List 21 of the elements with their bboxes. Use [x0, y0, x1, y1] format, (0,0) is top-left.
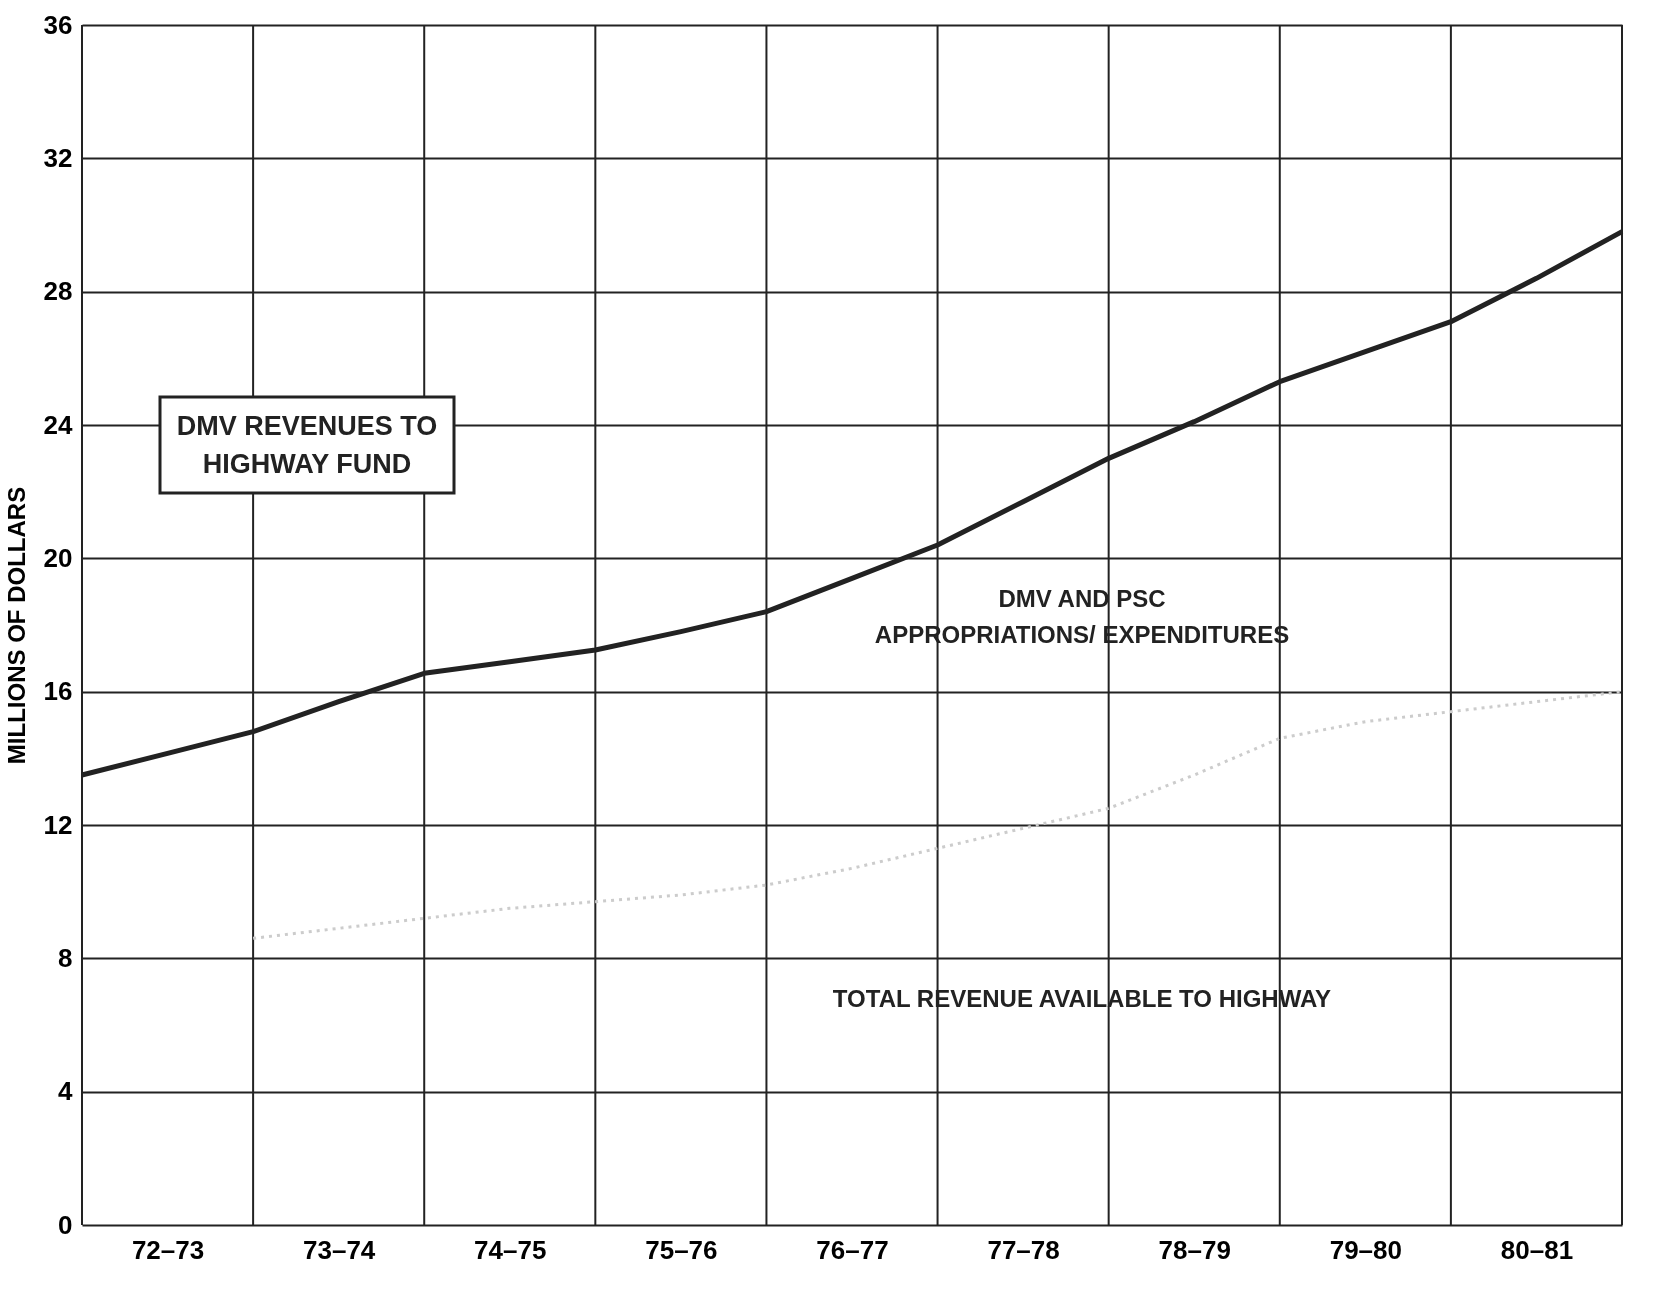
y-tick-label: 4: [58, 1076, 74, 1107]
y-tick-label: 36: [43, 9, 73, 40]
y-tick-label: 0: [58, 1209, 73, 1240]
x-tick-label: 74–75: [474, 1234, 547, 1265]
y-tick-label: 24: [43, 409, 74, 440]
x-tick-label: 79–80: [1329, 1234, 1402, 1265]
y-axis-title: MILLIONS OF DOLLARS: [2, 486, 30, 765]
x-tick-label: 80–81: [1500, 1234, 1574, 1265]
x-tick-label: 77–78: [987, 1234, 1060, 1265]
y-tick-label: 12: [43, 809, 73, 840]
x-tick-label: 73–74: [303, 1234, 376, 1265]
y-tick-label: 32: [43, 142, 73, 173]
y-tick-label: 20: [43, 542, 73, 573]
y-tick-label: 28: [43, 276, 73, 307]
x-tick-label: 78–79: [1158, 1234, 1231, 1265]
text: DMV REVENUES TO HIGHWAY FUND: [176, 411, 438, 479]
y-tick-label: 8: [58, 942, 73, 973]
x-tick-label: 72–73: [131, 1234, 205, 1265]
x-tick-label: 75–76: [645, 1234, 718, 1265]
x-tick-label: 76–77: [816, 1234, 889, 1265]
y-tick-label: 16: [43, 676, 73, 707]
